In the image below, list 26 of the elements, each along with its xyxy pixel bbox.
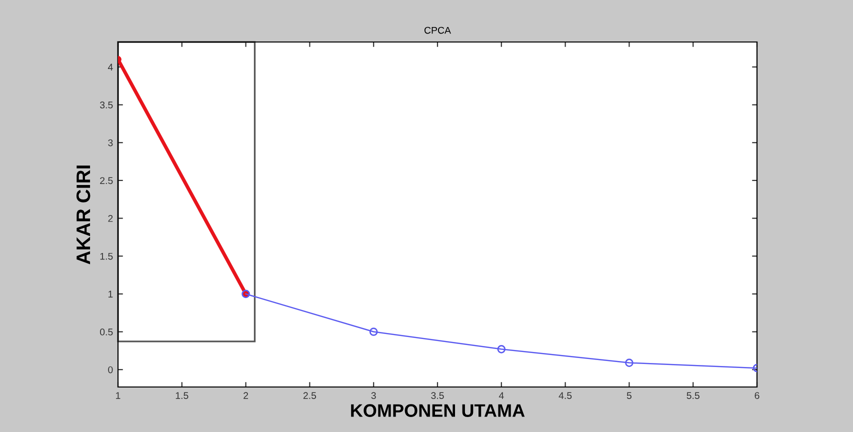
y-axis-title: AKAR CIRI (76, 166, 90, 264)
x-tick-label: 1 (116, 392, 120, 399)
point (369, 328, 378, 336)
x-tick-label: 6 (754, 392, 760, 399)
y-tick-label: 0 (108, 366, 113, 374)
y-tick-label: 2 (108, 215, 113, 222)
y-tick-label: 4 (108, 64, 113, 70)
x-tick-label: 3.5 (431, 392, 444, 399)
x-tick-label: 2.5 (303, 392, 316, 399)
point (497, 345, 506, 354)
x-axis-title: KOMPONEN UTAMA (351, 404, 525, 417)
y-tick-label: 3 (108, 139, 113, 146)
x-tick-label: 5.5 (686, 392, 700, 399)
y-tick-label: 0.5 (100, 328, 113, 336)
chart-title: CPCA (424, 26, 451, 34)
x-tick-label: 4.5 (558, 392, 572, 399)
x-tick-label: 2 (244, 392, 248, 399)
point (625, 358, 634, 367)
x-tick-label: 5 (626, 392, 632, 399)
x-tick-label: 1.5 (176, 392, 188, 399)
y-tick-label: 1 (108, 290, 113, 298)
x-tick-label: 4 (498, 392, 504, 399)
y-tick-label: 1.5 (100, 252, 113, 260)
x-tick-label: 3 (371, 392, 376, 399)
y-tick-label: 3.5 (100, 102, 113, 108)
y-tick-label: 2.5 (100, 177, 113, 184)
